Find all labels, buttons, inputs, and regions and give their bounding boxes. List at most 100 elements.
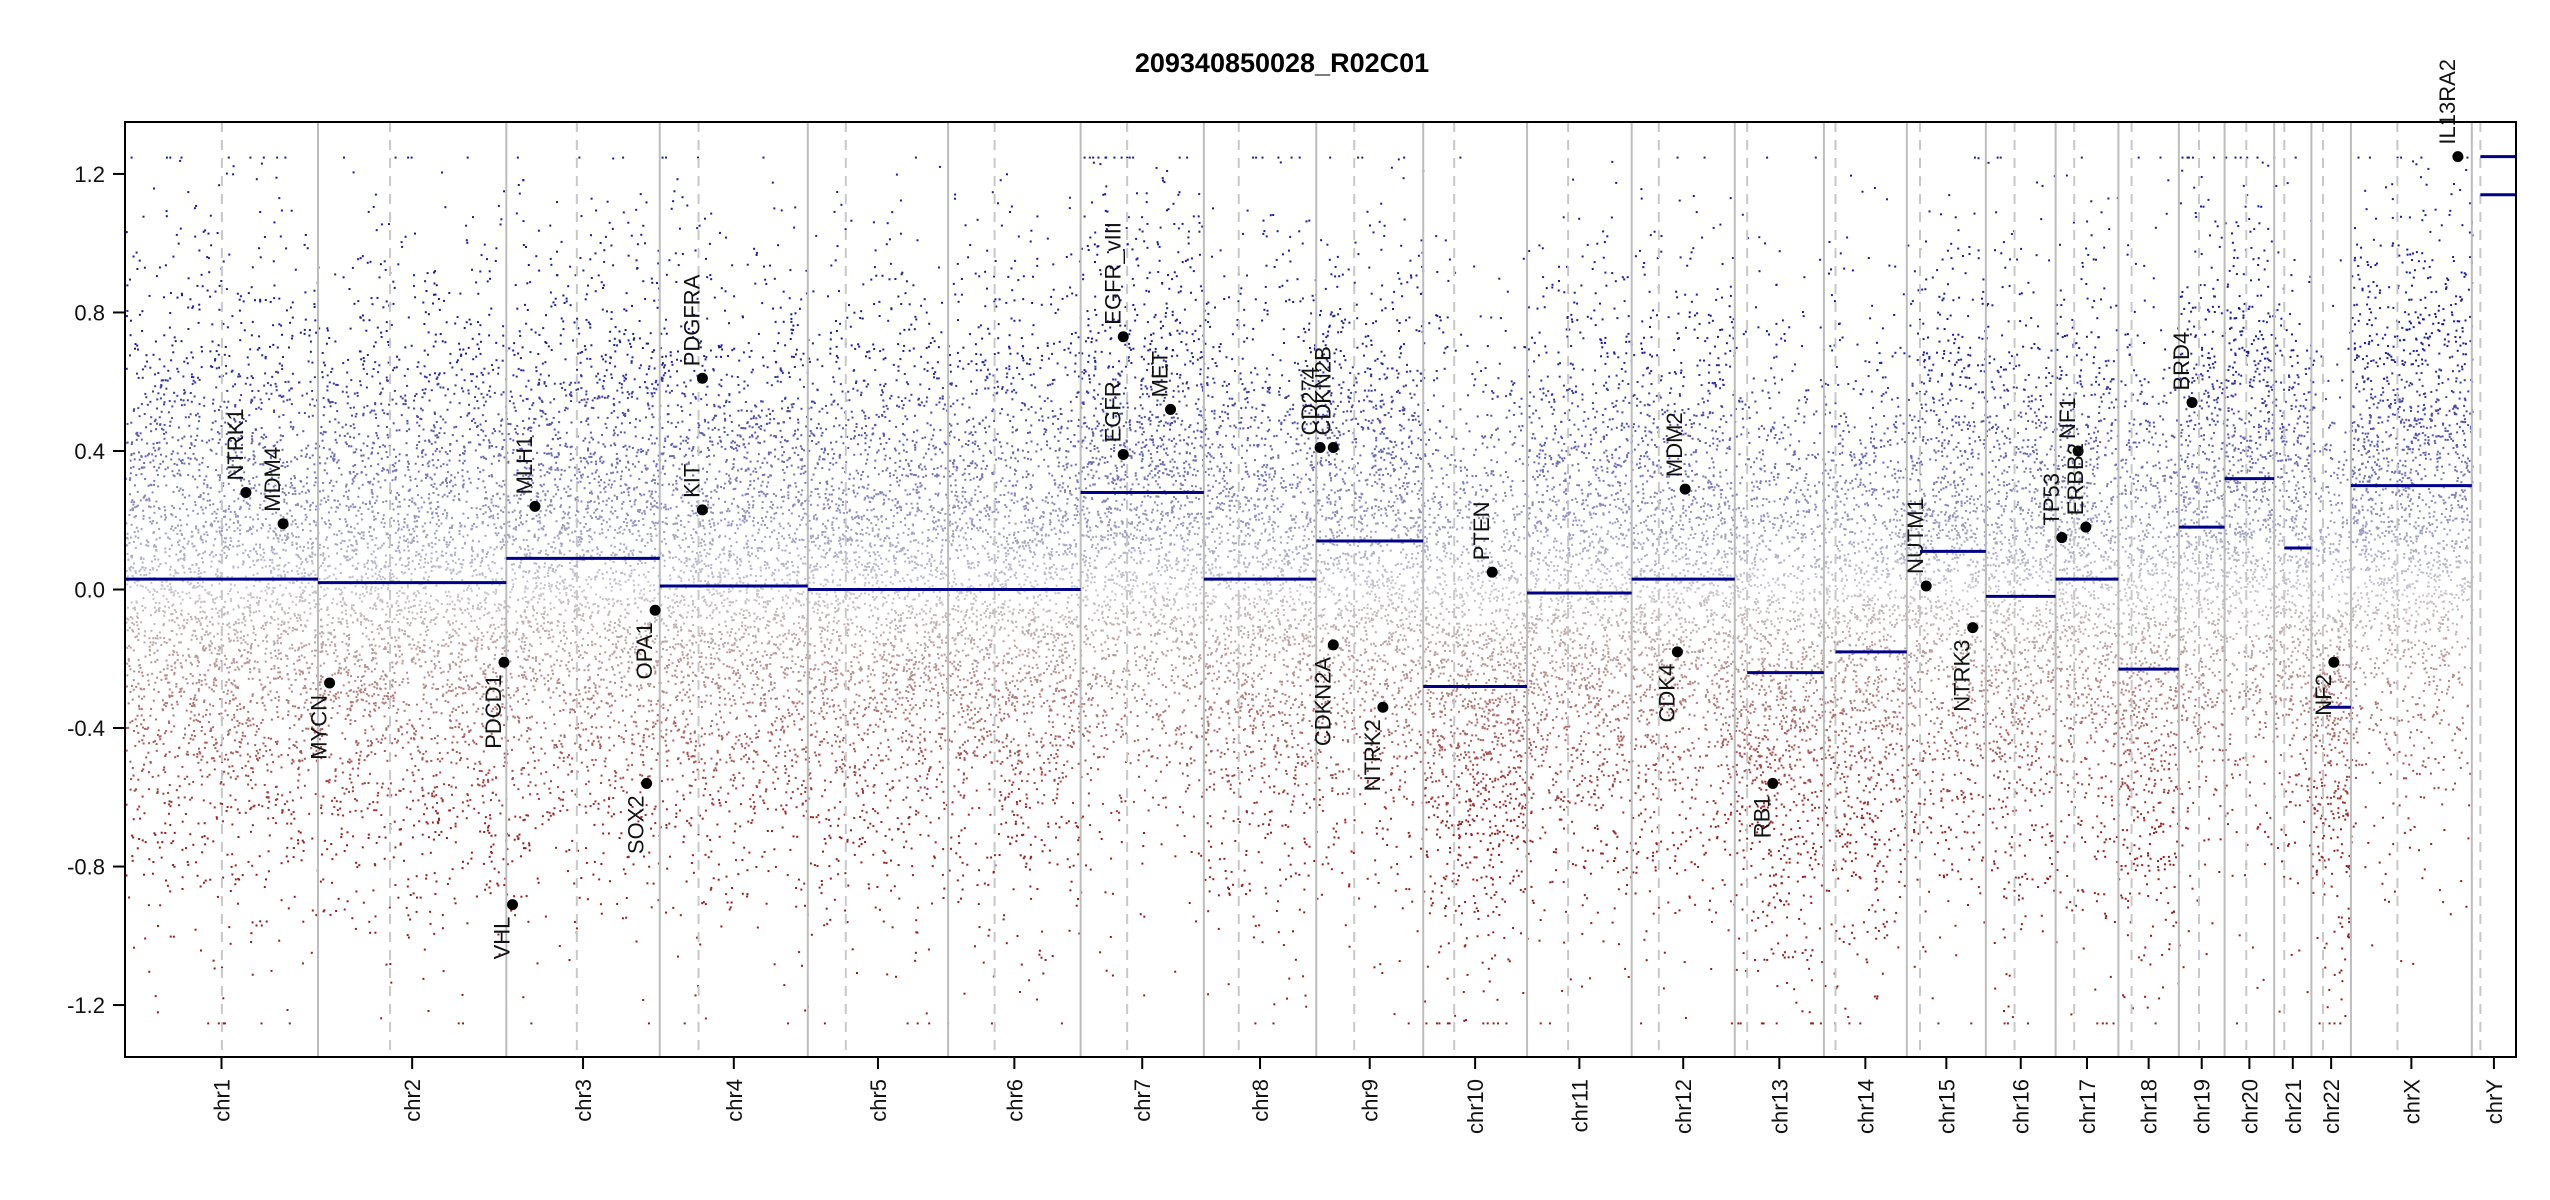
probe-point [141,456,143,458]
probe-point [226,693,228,695]
probe-point [315,793,317,795]
probe-point [174,609,176,611]
probe-point [298,412,300,414]
probe-point [289,486,291,488]
probe-point [158,565,160,567]
probe-point [211,736,213,738]
probe-point [133,670,135,672]
probe-point [271,617,273,619]
probe-point [308,602,310,604]
probe-point [252,574,254,576]
probe-point [230,682,232,684]
probe-point [314,629,316,631]
probe-point [206,616,208,618]
probe-point [312,415,314,417]
probe-point [251,390,253,392]
probe-point [280,754,282,756]
probe-point [159,508,161,510]
probe-point [199,309,201,311]
probe-point [165,484,167,486]
probe-point [195,635,197,637]
probe-point [150,761,152,763]
probe-point [262,548,264,550]
probe-point [298,774,300,776]
probe-point [248,678,250,680]
probe-point [159,637,161,639]
probe-point [282,395,284,397]
probe-point [314,306,316,308]
probe-point [149,649,151,651]
probe-point [170,528,172,530]
probe-point [190,673,192,675]
probe-point [287,702,289,704]
probe-point [175,686,177,688]
probe-point [208,593,210,595]
probe-point [143,688,145,690]
probe-point [262,755,264,757]
probe-point [149,367,151,369]
probe-point [183,619,185,621]
probe-point [284,574,286,576]
probe-point [200,535,202,537]
probe-point [298,656,300,658]
probe-point [309,329,311,331]
probe-point [243,597,245,599]
probe-point [210,640,212,642]
probe-point [259,442,261,444]
probe-point [176,789,178,791]
probe-point [290,307,292,309]
probe-point [129,691,131,693]
probe-point [218,184,220,186]
probe-point [291,684,293,686]
probe-point [171,704,173,706]
probe-point [304,758,306,760]
probe-point [204,679,206,681]
probe-point [279,584,281,586]
probe-point [276,389,278,391]
probe-point [135,474,137,476]
probe-point [126,315,128,317]
probe-point [247,719,249,721]
probe-point [133,730,135,732]
probe-point [228,505,230,507]
probe-point [138,838,140,840]
probe-point [208,233,210,235]
probe-point [295,504,297,506]
probe-point [198,681,200,683]
probe-point [294,650,296,652]
probe-point [155,637,157,639]
probe-point [140,556,142,558]
probe-point [253,585,255,587]
probe-point [302,962,304,964]
probe-point [183,737,185,739]
probe-point [260,722,262,724]
probe-point [138,633,140,635]
probe-point [301,600,303,602]
probe-point [303,850,305,852]
probe-point [287,658,289,660]
probe-point [198,748,200,750]
probe-point [295,715,297,717]
probe-point [170,592,172,594]
probe-point [223,516,225,518]
probe-point [191,373,193,375]
probe-point [279,557,281,559]
probe-point [263,628,265,630]
probe-point [249,384,251,386]
probe-point [217,508,219,510]
probe-point [139,708,141,710]
probe-point [212,598,214,600]
probe-point [310,530,312,532]
probe-point [211,323,213,325]
probe-point [254,639,256,641]
probe-point [258,407,260,409]
probe-point [282,718,284,720]
probe-point [187,328,189,330]
probe-point [278,569,280,571]
probe-point [290,595,292,597]
probe-point [305,586,307,588]
probe-point [150,641,152,643]
probe-point [169,569,171,571]
probe-point [266,393,268,395]
probe-point [251,375,253,377]
